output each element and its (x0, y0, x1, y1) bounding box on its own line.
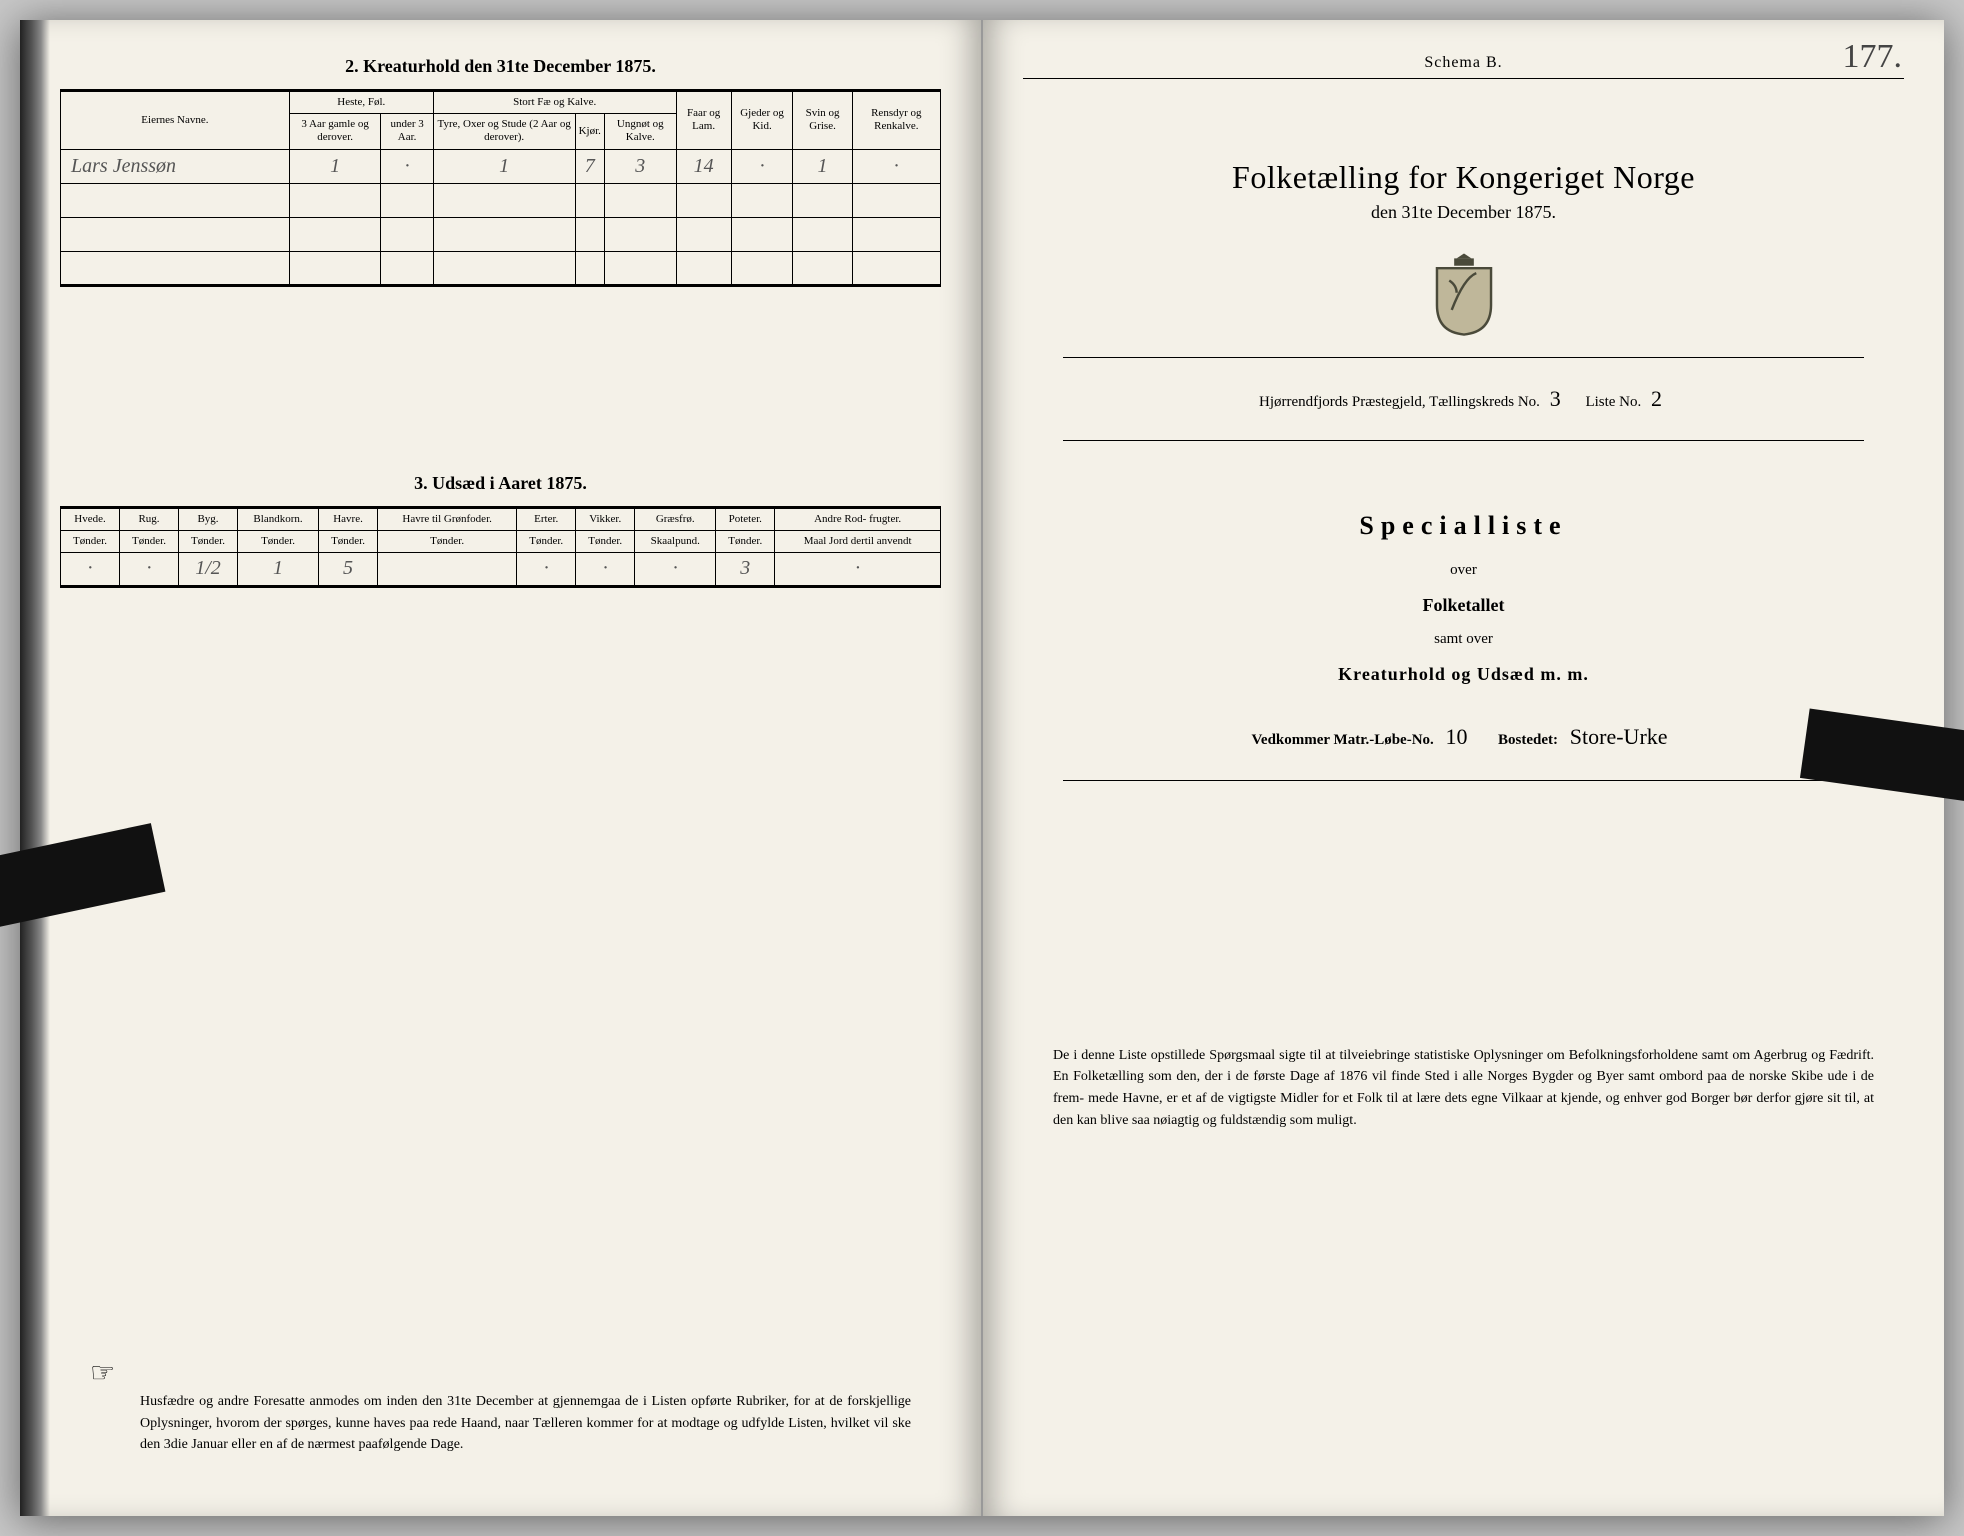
unit: Tønder. (517, 530, 576, 552)
col-hvede: Hvede. (61, 507, 120, 530)
bosted-value: Store-Urke (1562, 724, 1676, 749)
cell: · (61, 552, 120, 586)
district-no: 3 (1544, 386, 1567, 411)
footnote-text: Husfædre og andre Foresatte anmodes om i… (140, 1391, 911, 1456)
cell (378, 552, 517, 586)
col-byg: Byg. (179, 507, 238, 530)
center-text-block: over Folketallet samt over Kreaturhold o… (1023, 555, 1904, 694)
right-page: 177. Schema B. Folketælling for Kongerig… (983, 20, 1944, 1516)
col-andre: Andre Rod- frugter. (775, 507, 941, 530)
matr-label: Vedkommer Matr.-Løbe-No. (1251, 732, 1433, 748)
folketallet-label: Folketallet (1423, 595, 1505, 615)
matr-no: 10 (1438, 724, 1476, 749)
book-spread: 2. Kreaturhold den 31te December 1875. E… (20, 20, 1944, 1516)
district-label: Hjørrendfjords Præstegjeld, Tællingskred… (1259, 394, 1540, 410)
table-row: · · 1/2 1 5 · · · 3 · (61, 552, 941, 586)
divider (1063, 357, 1864, 358)
col-tyre: Tyre, Oxer og Stude (2 Aar og derover). (433, 114, 575, 149)
cell: · (635, 552, 716, 586)
body-paragraph: De i denne Liste opstillede Spørgsmaal s… (1053, 1045, 1874, 1132)
unit: Maal Jord dertil anvendt (775, 530, 941, 552)
cell: 7 (575, 149, 604, 183)
col-3aar: 3 Aar gamle og derover. (289, 114, 381, 149)
unit: Tønder. (238, 530, 319, 552)
cell: 14 (676, 149, 731, 183)
table-row: Lars Jenssøn 1 · 1 7 3 14 · 1 · (61, 149, 941, 183)
specialliste-heading: Specialliste (1023, 511, 1904, 541)
cell: 1 (238, 552, 319, 586)
colgrp-stort: Stort Fæ og Kalve. (433, 91, 676, 114)
col-ung: Ungnøt og Kalve. (604, 114, 676, 149)
col-rug: Rug. (120, 507, 179, 530)
coat-of-arms-icon (1427, 251, 1501, 337)
cell: 1/2 (179, 552, 238, 586)
col-owner: Eiernes Navne. (61, 91, 290, 150)
table-row (61, 183, 941, 217)
col-faar: Faar og Lam. (676, 91, 731, 150)
col-under3: under 3 Aar. (381, 114, 433, 149)
liste-no: 2 (1645, 386, 1668, 411)
cell: 1 (289, 149, 381, 183)
district-line: Hjørrendfjords Præstegjeld, Tællingskred… (1023, 386, 1904, 412)
over-label: over (1450, 562, 1477, 578)
pointing-hand-icon: ☞ (90, 1356, 115, 1390)
cell: 3 (604, 149, 676, 183)
cell: 5 (319, 552, 378, 586)
date-line: den 31te December 1875. (1023, 202, 1904, 223)
colgrp-heste: Heste, Føl. (289, 91, 433, 114)
cell: · (576, 552, 635, 586)
cell: · (775, 552, 941, 586)
matr-line: Vedkommer Matr.-Løbe-No. 10 Bostedet: St… (1023, 724, 1904, 750)
cell: 3 (716, 552, 775, 586)
col-havregr: Havre til Grønfoder. (378, 507, 517, 530)
left-page: 2. Kreaturhold den 31te December 1875. E… (20, 20, 983, 1516)
unit: Tønder. (179, 530, 238, 552)
unit: Tønder. (378, 530, 517, 552)
col-kjor: Kjør. (575, 114, 604, 149)
page-number: 177. (1843, 38, 1903, 76)
col-bland: Blandkorn. (238, 507, 319, 530)
cell: 1 (793, 149, 852, 183)
main-title: Folketælling for Kongeriget Norge (1023, 159, 1904, 196)
col-poteter: Poteter. (716, 507, 775, 530)
section-2-title: 2. Kreaturhold den 31te December 1875. (60, 56, 941, 77)
cell: 1 (433, 149, 575, 183)
cell: · (381, 149, 433, 183)
unit: Tønder. (120, 530, 179, 552)
col-gjeder: Gjeder og Kid. (731, 91, 793, 150)
table-row (61, 251, 941, 285)
binding-shadow (20, 20, 50, 1516)
col-vikker: Vikker. (576, 507, 635, 530)
cell: · (731, 149, 793, 183)
cell: · (852, 149, 940, 183)
samt-label: samt over (1434, 631, 1493, 647)
schema-label: Schema B. (1023, 54, 1904, 79)
section-3-title: 3. Udsæd i Aaret 1875. (60, 473, 941, 494)
table-udsaed: Hvede. Rug. Byg. Blandkorn. Havre. Havre… (60, 506, 941, 588)
cell-owner-name: Lars Jenssøn (61, 149, 290, 183)
col-graes: Græsfrø. (635, 507, 716, 530)
col-erter: Erter. (517, 507, 576, 530)
divider (1063, 780, 1864, 781)
table-row (61, 217, 941, 251)
unit: Skaalpund. (635, 530, 716, 552)
unit: Tønder. (576, 530, 635, 552)
table-kreaturhold: Eiernes Navne. Heste, Føl. Stort Fæ og K… (60, 89, 941, 287)
cell: · (120, 552, 179, 586)
bosted-label: Bostedet: (1498, 732, 1558, 748)
col-ren: Rensdyr og Renkalve. (852, 91, 940, 150)
cell: · (517, 552, 576, 586)
kreatur-label: Kreaturhold og Udsæd m. m. (1338, 664, 1589, 684)
liste-label: Liste No. (1585, 394, 1641, 410)
unit: Tønder. (319, 530, 378, 552)
col-havre: Havre. (319, 507, 378, 530)
col-svin: Svin og Grise. (793, 91, 852, 150)
unit: Tønder. (716, 530, 775, 552)
unit: Tønder. (61, 530, 120, 552)
divider (1063, 440, 1864, 441)
